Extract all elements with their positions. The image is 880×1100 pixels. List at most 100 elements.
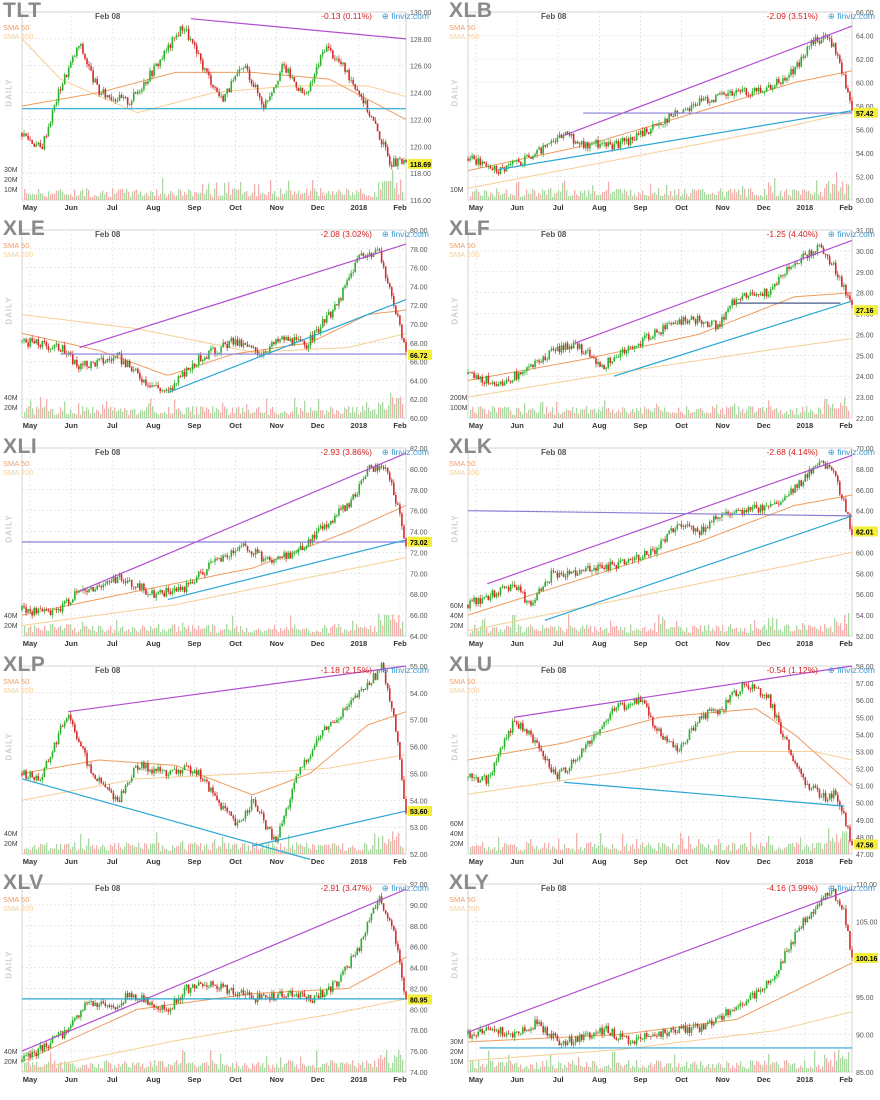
- candle-body: [65, 74, 68, 77]
- volume-bar: [314, 632, 316, 636]
- volume-bar: [158, 414, 160, 418]
- candle-body: [643, 550, 646, 558]
- volume-bar: [384, 409, 386, 418]
- candle-body: [552, 769, 555, 773]
- candle-body: [254, 85, 257, 87]
- brand-label[interactable]: ⊕ finviz.com: [382, 229, 429, 240]
- candle-body: [295, 81, 298, 88]
- candle-body: [648, 706, 650, 716]
- volume-bar: [624, 408, 626, 418]
- volume-bar: [254, 412, 256, 418]
- candle-body: [376, 123, 379, 132]
- volume-bar: [124, 846, 126, 854]
- candle-body: [757, 687, 760, 689]
- volume-bar: [678, 626, 680, 636]
- candle-body: [285, 65, 287, 73]
- candle-body: [21, 340, 23, 342]
- volume-bar: [360, 626, 362, 636]
- candle-body: [372, 254, 375, 257]
- volume-bar: [774, 178, 776, 200]
- candle-body: [524, 592, 526, 603]
- volume-bar: [272, 406, 274, 418]
- volume-bar: [530, 409, 532, 418]
- volume-bar: [330, 406, 332, 418]
- volume-bar: [28, 406, 30, 418]
- sma200-line: [467, 551, 853, 632]
- candle-body: [771, 504, 774, 505]
- chart-svg: 80.0078.0076.0074.0072.0070.0068.0066.00…: [4, 228, 432, 430]
- volume-bar: [294, 850, 296, 854]
- volume-bar: [246, 850, 248, 854]
- volume-bar: [128, 629, 130, 636]
- candle-body: [31, 338, 33, 342]
- volume-bar: [674, 850, 676, 854]
- volume-bar: [660, 195, 662, 200]
- candle-body: [336, 58, 338, 60]
- date-label: Feb 08: [95, 448, 121, 457]
- candle-body: [471, 600, 473, 602]
- candle-body: [342, 62, 344, 65]
- volume-bar: [814, 192, 816, 200]
- volume-bar: [538, 849, 540, 854]
- volume-bar: [676, 412, 678, 418]
- volume-bar: [280, 188, 282, 200]
- volume-bar: [238, 632, 240, 636]
- candle-body: [210, 561, 212, 563]
- brand-label[interactable]: ⊕ finviz.com: [828, 447, 875, 458]
- candle-body: [631, 703, 634, 705]
- candle-body: [356, 494, 359, 497]
- candle-body: [517, 723, 520, 729]
- candle-body: [773, 85, 776, 88]
- volume-bar: [490, 411, 492, 418]
- candle-body: [289, 68, 291, 78]
- candle-body: [132, 767, 135, 778]
- volume-bar: [94, 848, 96, 854]
- candle-body: [187, 582, 190, 584]
- volume-bar: [368, 407, 370, 418]
- candle-body: [471, 773, 473, 779]
- candle-body: [560, 134, 563, 139]
- plot-frame: [467, 447, 853, 637]
- candle-body: [601, 726, 603, 729]
- candle-body: [374, 464, 377, 472]
- candle-body: [509, 585, 512, 591]
- volume-bar: [514, 844, 516, 854]
- brand-label[interactable]: ⊕ finviz.com: [382, 11, 429, 22]
- volume-bar: [246, 627, 248, 636]
- volume-bar: [532, 626, 534, 636]
- volume-bar: [634, 193, 636, 200]
- brand-label[interactable]: ⊕ finviz.com: [382, 665, 429, 676]
- volume-bar: [24, 188, 26, 200]
- candle-body: [704, 527, 707, 532]
- volume-bar: [74, 413, 76, 418]
- volume-bar: [704, 846, 706, 854]
- volume-bar: [242, 407, 244, 418]
- candle-body: [301, 340, 304, 342]
- brand-label[interactable]: ⊕ finviz.com: [828, 11, 875, 22]
- candle-body: [39, 608, 42, 610]
- volume-bar: [400, 846, 402, 854]
- candle-body: [71, 720, 74, 725]
- volume-bar: [96, 631, 98, 636]
- candle-body: [63, 345, 66, 354]
- volume-bar: [756, 627, 758, 636]
- candle-body: [473, 372, 475, 378]
- candle-body: [599, 143, 601, 148]
- x-tick-label: Jun: [64, 203, 78, 212]
- candle-body: [224, 806, 226, 809]
- candle-body: [643, 700, 646, 704]
- brand-label[interactable]: ⊕ finviz.com: [828, 229, 875, 240]
- volume-bar: [46, 842, 48, 854]
- y-tick-label: 56.00: [856, 128, 874, 135]
- sma50-legend: SMA 50: [449, 459, 476, 468]
- y-tick-label: 60.00: [856, 81, 874, 88]
- candle-body: [358, 690, 361, 698]
- volume-bar: [190, 843, 192, 854]
- volume-bar: [304, 400, 306, 418]
- volume-bar: [368, 194, 370, 200]
- candle-body: [808, 469, 811, 478]
- brand-label[interactable]: ⊕ finviz.com: [382, 447, 429, 458]
- volume-bar: [320, 410, 322, 418]
- trendline-resistance: [79, 243, 407, 349]
- candle-body: [729, 90, 731, 93]
